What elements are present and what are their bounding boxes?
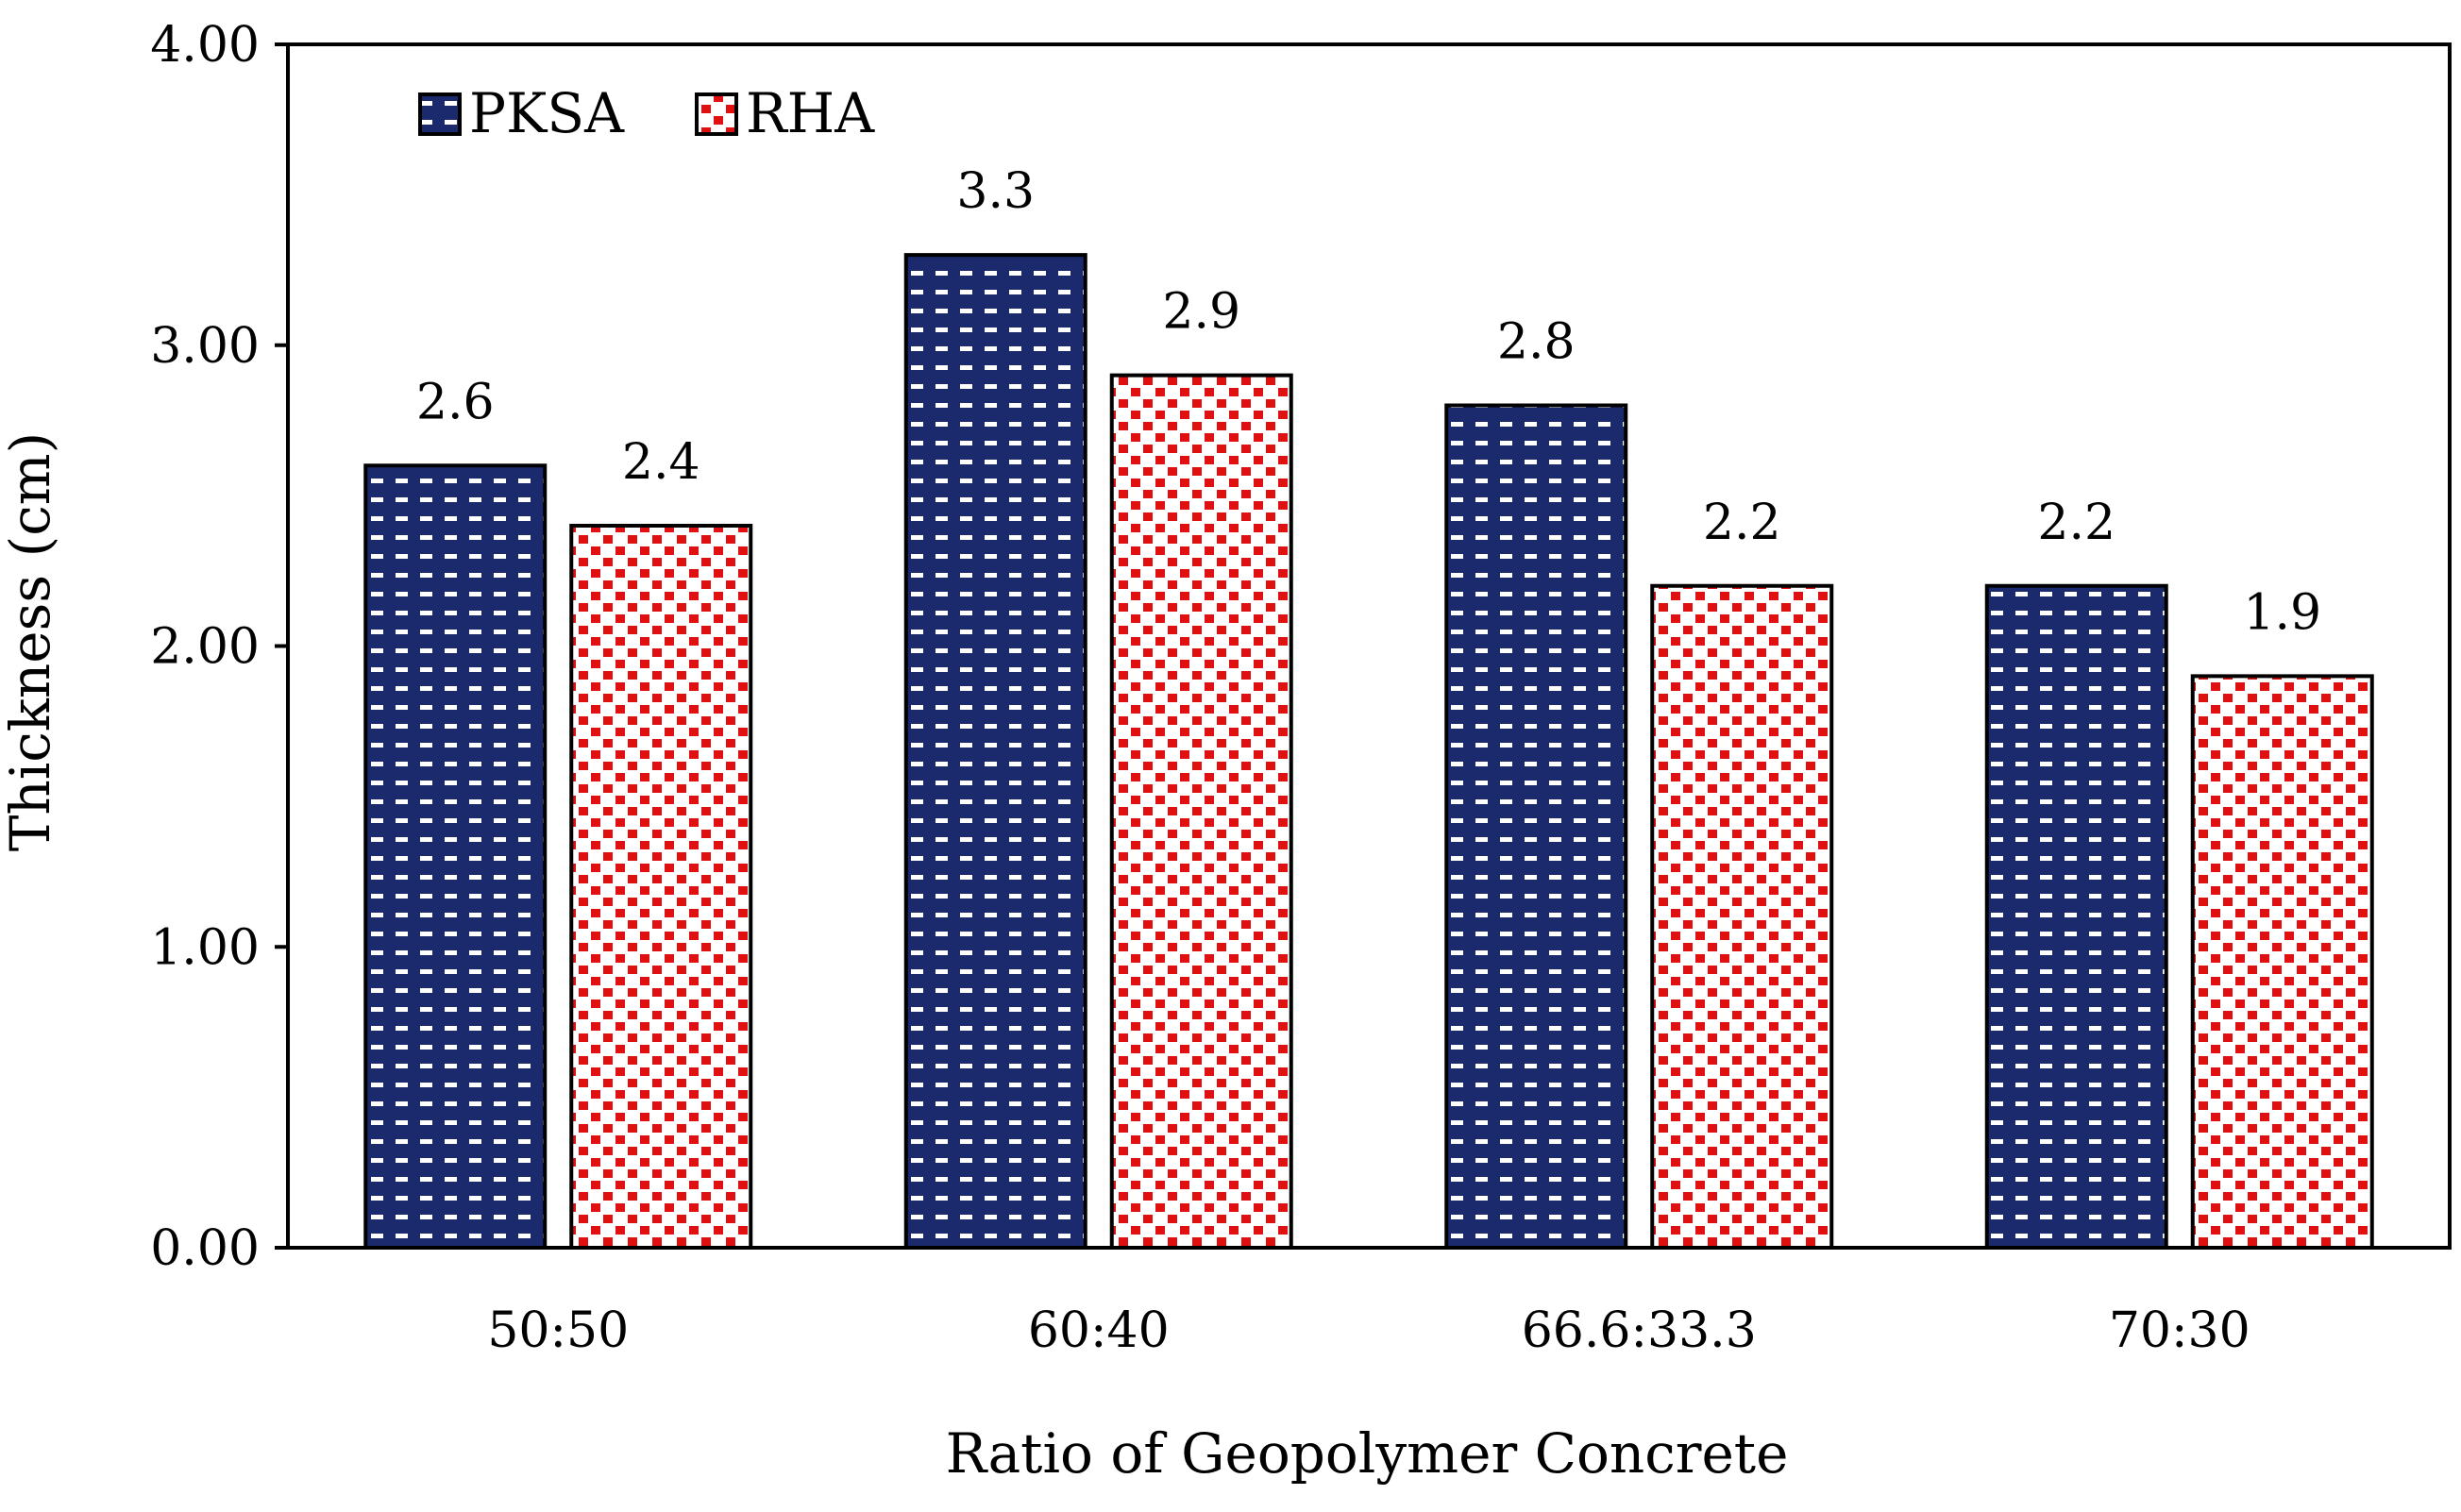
data-label-pksa-1: 2.6 (416, 374, 495, 430)
legend: PKSA RHA (418, 81, 875, 145)
legend-label-rha: RHA (746, 81, 875, 145)
x-tick-label: 70:30 (2109, 1302, 2250, 1359)
data-label-pksa-4: 2.2 (2037, 495, 2115, 551)
y-tick-label: 1.00 (150, 919, 260, 976)
bar-rha-2 (1109, 373, 1293, 1250)
x-axis-title: Ratio of Geopolymer Concrete (946, 1421, 1789, 1486)
data-label-rha-4: 1.9 (2243, 584, 2321, 641)
bar-rha-4 (2190, 674, 2374, 1250)
data-label-pksa-3: 2.8 (1497, 314, 1576, 371)
y-tick-label: 2.00 (150, 619, 260, 676)
bar-pksa-4 (1984, 583, 2168, 1250)
data-label-rha-1: 2.4 (622, 434, 700, 491)
bar-pksa-2 (903, 253, 1087, 1250)
legend-swatch-pksa (418, 92, 462, 136)
data-label-rha-3: 2.2 (1703, 495, 1781, 551)
y-tick-label: 3.00 (150, 318, 260, 375)
bar-pksa-1 (363, 463, 548, 1250)
bar-rha-3 (1650, 583, 1834, 1250)
y-axis: 0.00 1.00 2.00 3.00 4.00 (150, 17, 288, 1277)
y-axis-title: Thickness (cm) (0, 432, 62, 852)
bars-group (363, 253, 2374, 1250)
x-tick-label: 66.6:33.3 (1522, 1302, 1757, 1359)
legend-swatch-rha (695, 92, 738, 136)
legend-item-pksa: PKSA (418, 81, 625, 145)
data-label-pksa-2: 3.3 (956, 163, 1035, 220)
bar-pksa-3 (1444, 403, 1628, 1250)
x-tick-label: 60:40 (1028, 1302, 1170, 1359)
bar-rha-1 (569, 524, 753, 1250)
legend-label-pksa: PKSA (469, 81, 625, 145)
data-labels-group: 2.6 2.4 3.3 2.9 2.8 2.2 2.2 1.9 (416, 163, 2321, 641)
data-label-rha-2: 2.9 (1162, 284, 1240, 341)
legend-item-rha: RHA (695, 81, 875, 145)
x-axis: 50:50 60:40 66.6:33.3 70:30 (487, 1302, 2250, 1359)
y-tick-label: 4.00 (150, 17, 260, 74)
y-tick-label: 0.00 (150, 1220, 260, 1277)
x-tick-label: 50:50 (487, 1302, 629, 1359)
